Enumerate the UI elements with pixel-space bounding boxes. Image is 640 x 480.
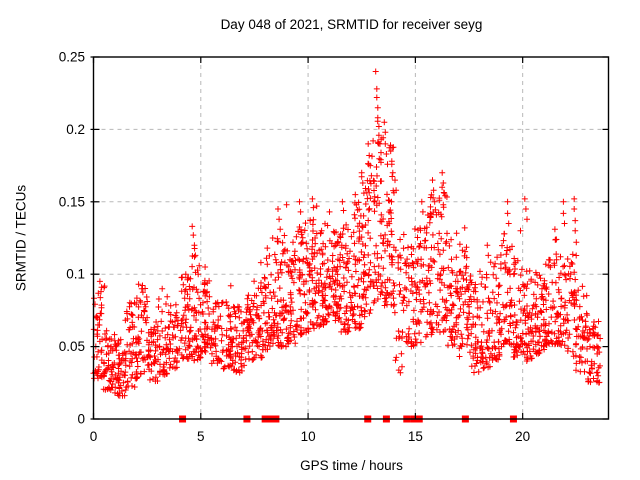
x-tick-label: 20	[515, 429, 530, 444]
x-axis-label: GPS time / hours	[300, 458, 403, 473]
chart-title: Day 048 of 2021, SRMTID for receiver sey…	[220, 17, 483, 32]
plot-border	[92, 56, 610, 420]
y-tick-label: 0.1	[66, 267, 85, 282]
x-tick-label: 15	[408, 429, 423, 444]
x-tick-label: 0	[90, 429, 98, 444]
x-tick-label: 10	[301, 429, 316, 444]
scatter-points	[90, 68, 604, 399]
y-tick-label: 0.05	[59, 339, 85, 354]
y-tick-label: 0.2	[66, 122, 85, 137]
y-tick-label: 0.25	[59, 50, 85, 65]
y-tick-label: 0	[77, 412, 85, 427]
y-tick-label: 0.15	[59, 194, 85, 209]
x-tick-label: 5	[197, 429, 205, 444]
